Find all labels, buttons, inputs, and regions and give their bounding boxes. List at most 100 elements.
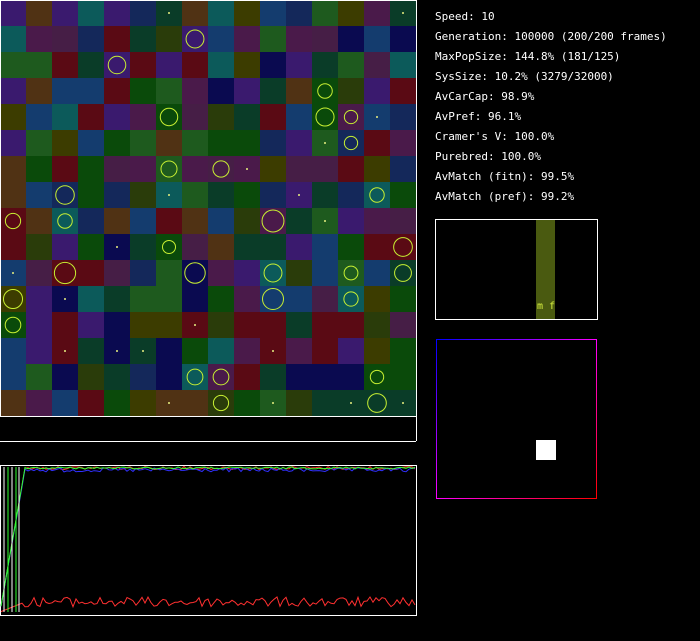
stat-line: SysSize: 10.2% (3279/32000) xyxy=(435,70,614,83)
cell xyxy=(78,234,104,260)
cell xyxy=(0,156,26,182)
agent xyxy=(107,55,127,75)
cell xyxy=(130,208,156,234)
stat-line: Purebred: 100.0% xyxy=(435,150,541,163)
cell xyxy=(104,26,130,52)
agent xyxy=(55,185,75,205)
cell xyxy=(0,182,26,208)
history-lines xyxy=(0,465,416,613)
agent-small xyxy=(402,402,404,404)
cell xyxy=(234,390,260,416)
agent xyxy=(393,237,413,257)
cell xyxy=(26,182,52,208)
cell xyxy=(130,0,156,26)
cell xyxy=(208,156,234,182)
cell xyxy=(312,156,338,182)
cell xyxy=(260,364,286,390)
agent xyxy=(369,187,385,203)
cell xyxy=(390,130,416,156)
agent-small xyxy=(324,220,326,222)
cell xyxy=(104,130,130,156)
cell xyxy=(156,208,182,234)
cell xyxy=(104,260,130,286)
cell xyxy=(52,208,78,234)
agent xyxy=(53,261,77,285)
history-line xyxy=(0,467,416,607)
cell xyxy=(208,312,234,338)
agent xyxy=(2,288,24,310)
history-line xyxy=(0,595,416,613)
cell xyxy=(156,312,182,338)
cell xyxy=(78,0,104,26)
agent xyxy=(4,212,22,230)
cell xyxy=(208,260,234,286)
cell xyxy=(156,364,182,390)
cell xyxy=(364,156,390,182)
grid-border xyxy=(0,0,417,417)
cell xyxy=(208,182,234,208)
agent xyxy=(212,160,230,178)
cell xyxy=(286,208,312,234)
cell xyxy=(182,364,208,390)
agent xyxy=(159,107,179,127)
cell xyxy=(364,130,390,156)
cell xyxy=(156,260,182,286)
cell xyxy=(260,0,286,26)
agent-small xyxy=(168,402,170,404)
cell xyxy=(52,52,78,78)
agent-small xyxy=(402,12,404,14)
cell xyxy=(52,234,78,260)
cell xyxy=(130,104,156,130)
cell xyxy=(182,182,208,208)
cell xyxy=(286,260,312,286)
cell xyxy=(260,78,286,104)
cell xyxy=(312,338,338,364)
cell xyxy=(104,312,130,338)
cell xyxy=(52,390,78,416)
cell xyxy=(130,52,156,78)
cell xyxy=(182,286,208,312)
agent-small xyxy=(168,12,170,14)
cell xyxy=(234,182,260,208)
cell xyxy=(364,78,390,104)
cell xyxy=(26,208,52,234)
cell xyxy=(182,338,208,364)
cell xyxy=(26,26,52,52)
cell xyxy=(0,338,26,364)
cell xyxy=(104,364,130,390)
cell xyxy=(312,234,338,260)
cell xyxy=(234,52,260,78)
cell xyxy=(104,104,130,130)
cell xyxy=(182,260,208,286)
cell xyxy=(364,338,390,364)
agent-small xyxy=(350,402,352,404)
cell xyxy=(156,52,182,78)
cell xyxy=(208,390,234,416)
cell xyxy=(78,182,104,208)
agent-small xyxy=(12,272,14,274)
agent xyxy=(4,316,22,334)
cell xyxy=(78,260,104,286)
pref-bar xyxy=(536,220,555,319)
cell xyxy=(364,312,390,338)
cell xyxy=(286,364,312,390)
cell xyxy=(260,104,286,130)
cell xyxy=(156,286,182,312)
agent-small xyxy=(116,350,118,352)
cell xyxy=(0,104,26,130)
cell xyxy=(78,364,104,390)
cell xyxy=(208,338,234,364)
agent xyxy=(160,160,178,178)
stats-panel: Speed: 10 Generation: 100000 (200/200 fra… xyxy=(435,10,667,203)
agent-small xyxy=(272,402,274,404)
cell xyxy=(26,130,52,156)
stat-line: Generation: 100000 (200/200 frames) xyxy=(435,30,667,43)
cell xyxy=(234,312,260,338)
cell xyxy=(182,130,208,156)
agent xyxy=(184,262,206,284)
agent-small xyxy=(246,168,248,170)
cell xyxy=(260,26,286,52)
cell xyxy=(312,286,338,312)
cell xyxy=(156,338,182,364)
agent-small xyxy=(142,350,144,352)
